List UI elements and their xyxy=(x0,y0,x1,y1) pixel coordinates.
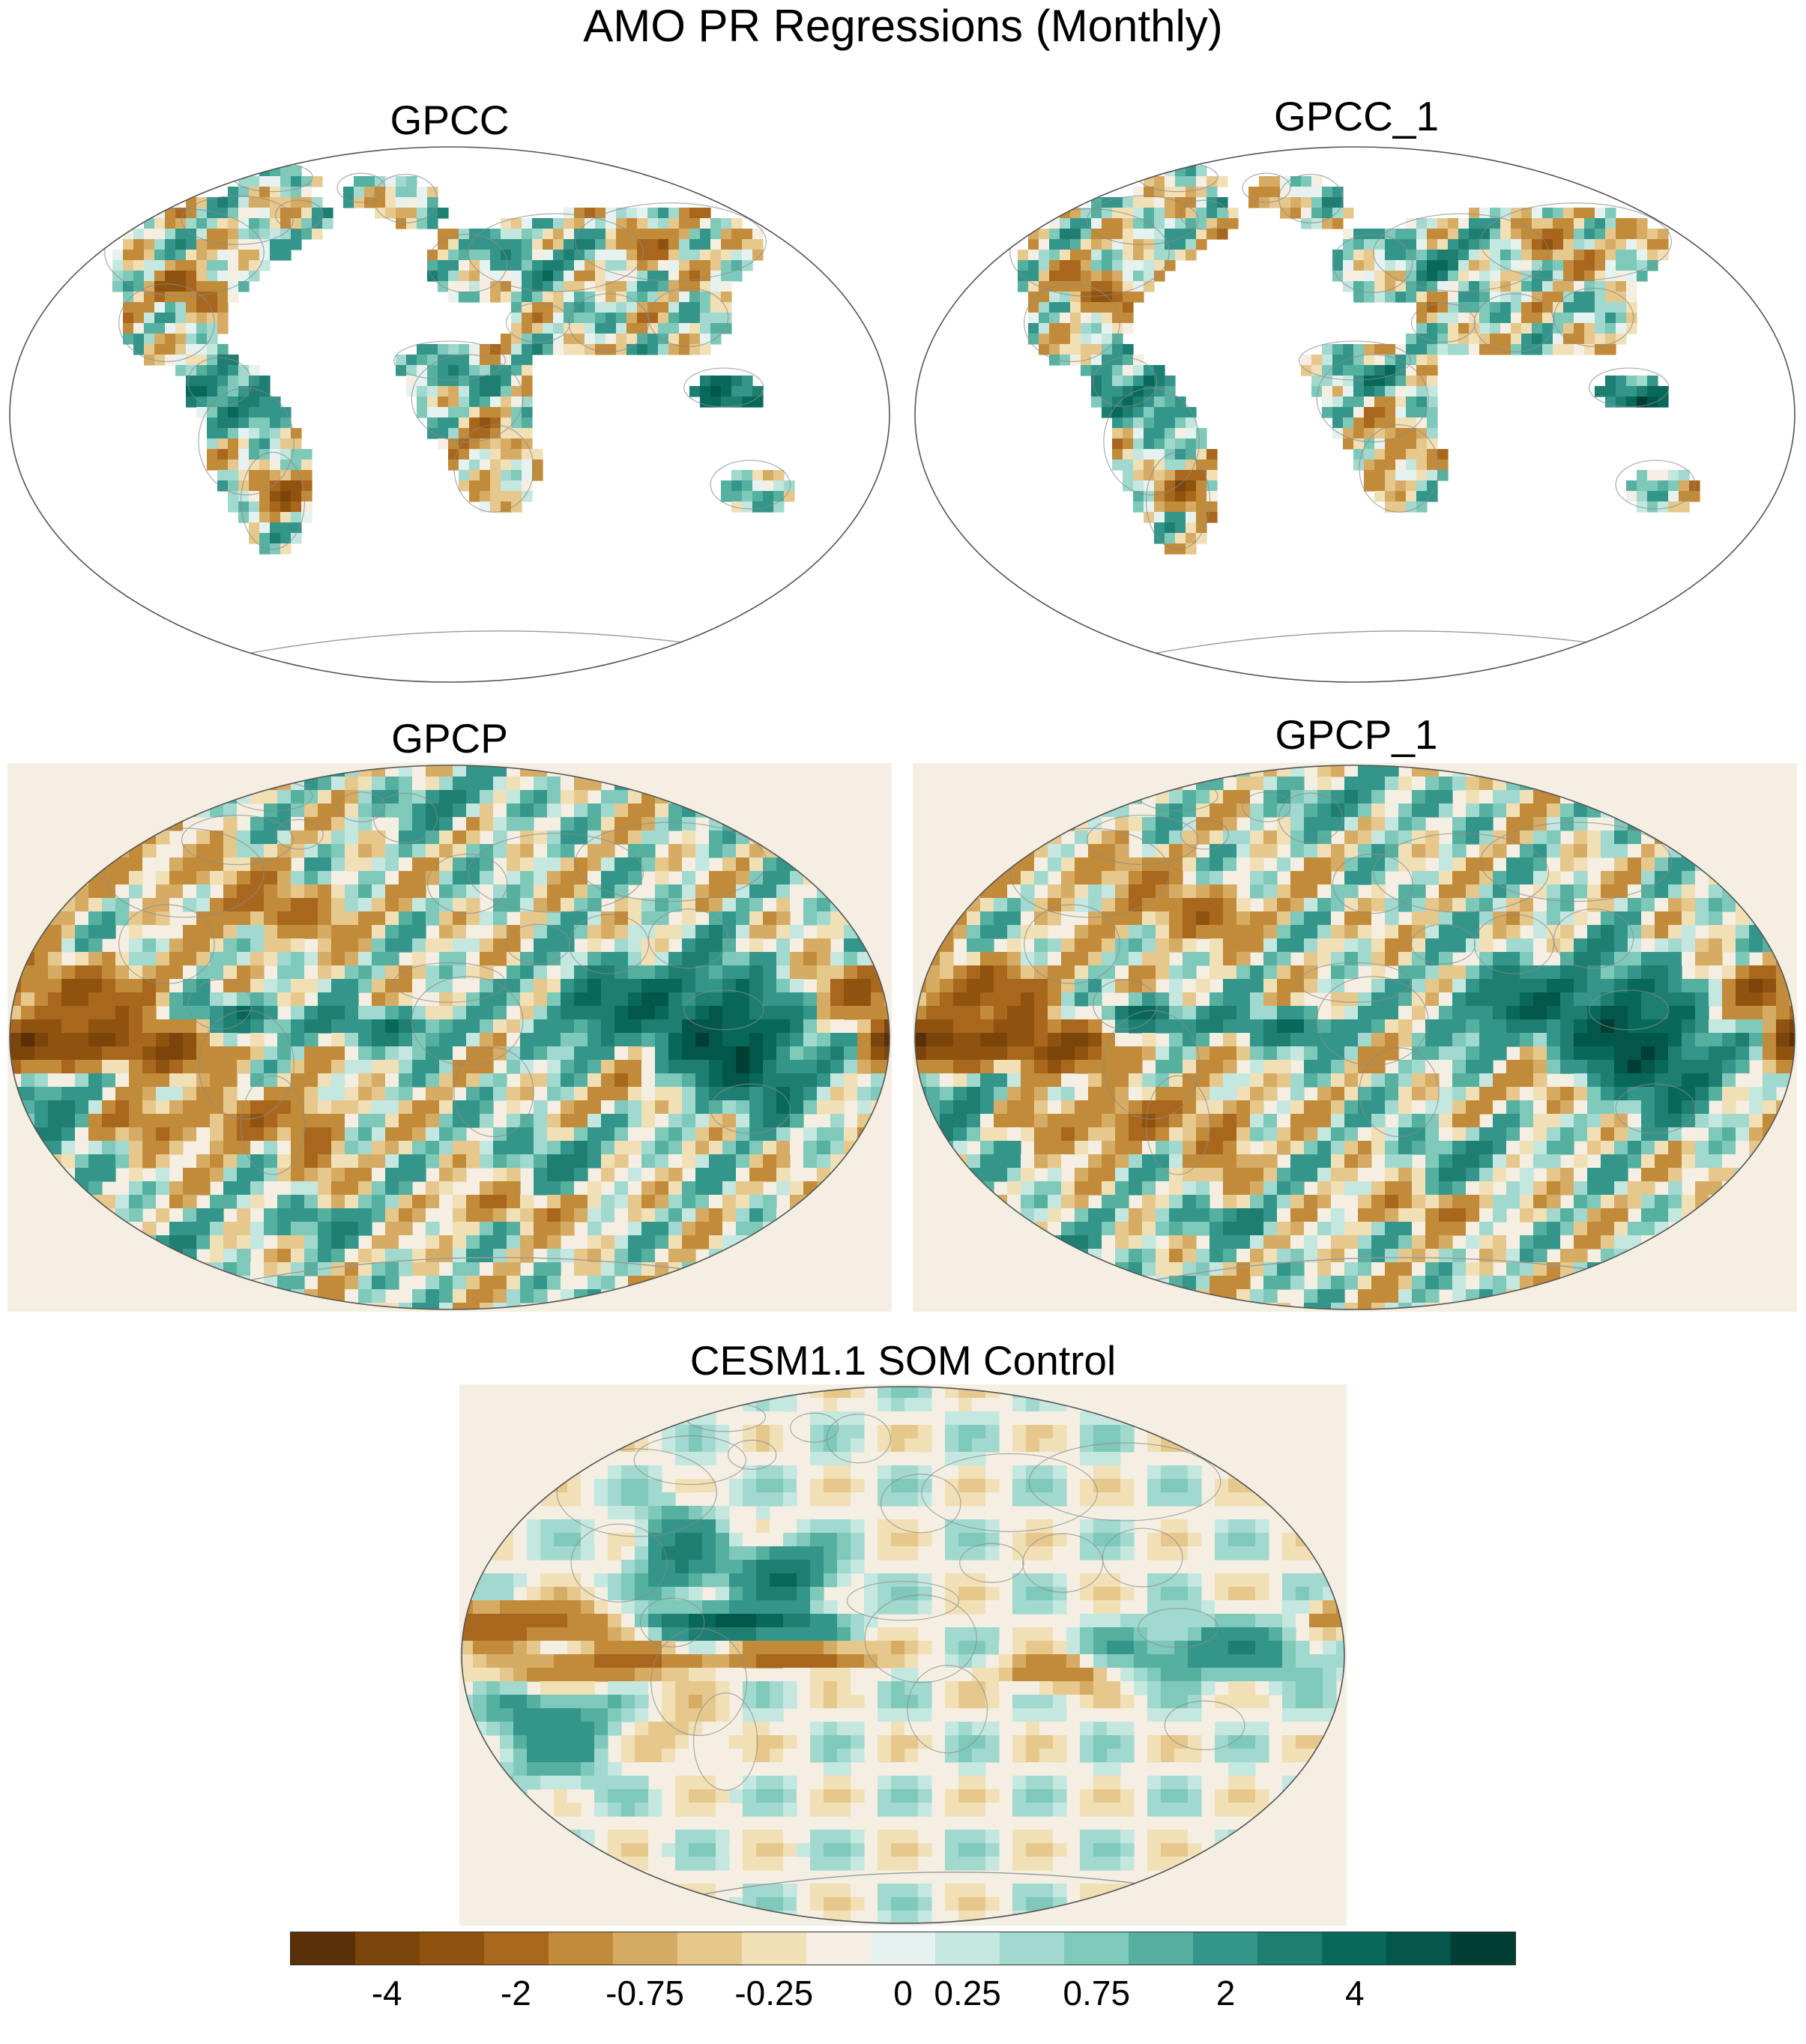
colorbar-swatch xyxy=(935,1932,1000,1965)
colorbar-swatch xyxy=(1451,1932,1515,1965)
colorbar-tick-label: 2 xyxy=(1215,1974,1236,2013)
panel-title-gpcp-1: GPCP_1 xyxy=(1275,711,1438,758)
map-gpcc-1 xyxy=(913,145,1797,684)
colorbar-tick-label: -4 xyxy=(371,1974,402,2013)
colorbar-swatch xyxy=(871,1932,935,1965)
colorbar-swatch xyxy=(1322,1932,1386,1965)
colorbar-swatch xyxy=(355,1932,420,1965)
map-gpcc xyxy=(7,145,892,684)
colorbar-swatch xyxy=(549,1932,613,1965)
colorbar-swatch xyxy=(806,1932,871,1965)
colorbar-swatch xyxy=(1000,1932,1064,1965)
colorbar-swatch xyxy=(420,1932,484,1965)
colorbar-swatch xyxy=(1129,1932,1193,1965)
panel-title-gpcc-1: GPCC_1 xyxy=(1273,93,1440,139)
colorbar-swatch xyxy=(484,1932,549,1965)
panel-title-gpcp: GPCP xyxy=(391,715,508,762)
map-gpcp xyxy=(7,763,892,1312)
colorbar-swatch xyxy=(1257,1932,1322,1965)
colorbar-tick-label: 0.75 xyxy=(1063,1974,1131,2013)
map-cesm xyxy=(459,1384,1347,1926)
colorbar-tick-label: -0.75 xyxy=(605,1974,685,2013)
colorbar-swatch xyxy=(1386,1932,1451,1965)
colorbar-tick-label: 4 xyxy=(1344,1974,1365,2013)
colorbar-swatch xyxy=(291,1932,355,1965)
colorbar-swatch xyxy=(677,1932,742,1965)
colorbar-swatch xyxy=(1193,1932,1257,1965)
map-gpcp-1 xyxy=(913,763,1797,1312)
colorbar xyxy=(290,1932,1516,1965)
colorbar-tick-label: -2 xyxy=(500,1974,531,2013)
colorbar-swatch xyxy=(1064,1932,1129,1965)
colorbar-swatch xyxy=(742,1932,806,1965)
figure-title: AMO PR Regressions (Monthly) xyxy=(583,1,1223,51)
colorbar-swatch xyxy=(613,1932,677,1965)
colorbar-tick-label: 0.25 xyxy=(934,1974,1001,2013)
colorbar-tick-label: -0.25 xyxy=(734,1974,814,2013)
panel-title-gpcc: GPCC xyxy=(390,97,510,143)
colorbar-tick-label: 0 xyxy=(893,1974,913,2013)
panel-title-cesm: CESM1.1 SOM Control xyxy=(689,1337,1117,1384)
